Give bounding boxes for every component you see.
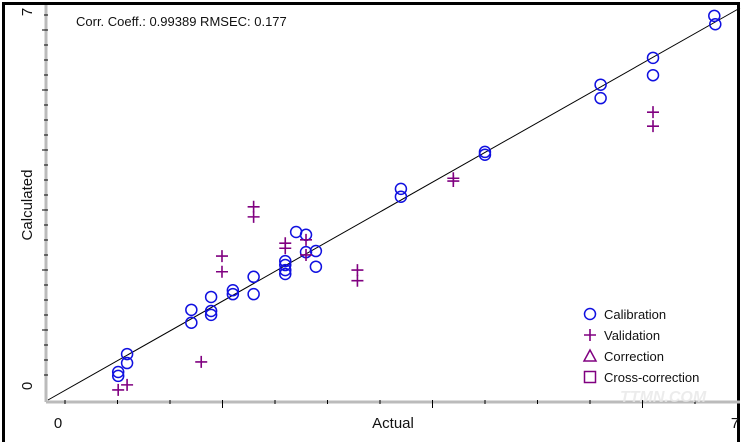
calibration-point xyxy=(646,51,660,65)
plus-mark-stroke xyxy=(584,329,596,341)
y-tick-label-min: 0 xyxy=(19,382,36,390)
calibration-point xyxy=(279,267,292,281)
calibration-point xyxy=(247,270,260,284)
legend-item-label: Cross-correction xyxy=(604,370,699,385)
calibration-point xyxy=(226,287,240,301)
calibration-point xyxy=(226,283,240,297)
legend-plus-icon xyxy=(584,329,596,341)
x-axis-label: Actual xyxy=(372,415,414,432)
calibration-point xyxy=(204,290,218,304)
annotation-stats: Corr. Coeff.: 0.99389 RMSEC: 0.177 xyxy=(76,14,287,29)
plus-mark-stroke xyxy=(247,200,260,213)
calibration-point xyxy=(309,244,323,258)
legend-item-label: Correction xyxy=(604,349,664,364)
calibration-point xyxy=(111,369,125,383)
reference-line xyxy=(47,7,741,401)
plus-mark-stroke xyxy=(247,210,260,223)
validation-point xyxy=(215,250,228,263)
calibration-point xyxy=(111,365,125,379)
plus-mark-stroke xyxy=(300,233,313,246)
calibration-point xyxy=(594,78,607,91)
legend-square-icon xyxy=(583,370,597,384)
plus-mark-stroke xyxy=(195,355,208,368)
calibration-point xyxy=(120,347,134,361)
validation-point xyxy=(112,383,125,396)
validation-point xyxy=(215,265,228,278)
plus-mark-stroke xyxy=(447,175,460,188)
legend-item-label: Calibration xyxy=(604,307,666,322)
calibration-point xyxy=(594,91,607,105)
calibration-point xyxy=(279,263,292,277)
calibration-point xyxy=(309,260,323,273)
calibration-point xyxy=(247,287,260,301)
validation-point xyxy=(247,200,260,213)
calibration-point xyxy=(708,9,721,23)
calibration-point xyxy=(279,258,292,272)
calibration-point xyxy=(478,148,492,161)
plus-mark-stroke xyxy=(351,274,364,287)
calibration-point xyxy=(279,254,292,268)
calibration-point xyxy=(185,316,198,329)
validation-point xyxy=(647,120,660,133)
y-axis-label: Calculated xyxy=(19,170,36,241)
validation-point xyxy=(121,378,134,391)
plus-mark-stroke xyxy=(300,248,313,261)
calibration-point xyxy=(120,356,134,370)
calibration-point xyxy=(204,304,218,318)
legend-item-label: Validation xyxy=(604,328,660,343)
calibration-point xyxy=(646,68,660,82)
plus-mark-stroke xyxy=(121,378,134,391)
calibration-point xyxy=(204,308,218,322)
y-tick-label-max: 7 xyxy=(19,8,36,16)
scatter-chart: Corr. Coeff.: 0.99389 RMSEC: 0.177 Actua… xyxy=(19,5,741,432)
plus-mark-stroke xyxy=(647,120,660,133)
legend-triangle-icon xyxy=(582,348,598,362)
validation-point xyxy=(300,248,313,261)
x-tick-label-min: 0 xyxy=(54,415,62,432)
plus-mark-stroke xyxy=(215,265,228,278)
plus-mark-stroke xyxy=(215,250,228,263)
plus-mark-stroke xyxy=(647,106,660,119)
calibration-point xyxy=(394,182,408,196)
legend: Calibration Validation Correction Cross-cor… xyxy=(582,307,699,385)
plus-mark-stroke xyxy=(112,383,125,396)
validation-point xyxy=(351,274,364,287)
x-tick-label-max: 7 xyxy=(731,415,739,432)
validation-point xyxy=(300,233,313,246)
validation-point xyxy=(279,242,292,255)
validation-point xyxy=(351,264,364,277)
legend-circle-icon xyxy=(583,307,597,321)
validation-point xyxy=(447,175,460,188)
watermark: TTMN.COM xyxy=(620,389,707,406)
validation-point xyxy=(247,210,260,223)
calibration-point xyxy=(185,303,198,317)
calibration-point xyxy=(394,190,408,203)
plus-mark-stroke xyxy=(351,264,364,277)
validation-point xyxy=(195,355,208,368)
calibration-point xyxy=(709,17,722,31)
validation-point xyxy=(647,106,660,119)
plus-mark-stroke xyxy=(279,242,292,255)
